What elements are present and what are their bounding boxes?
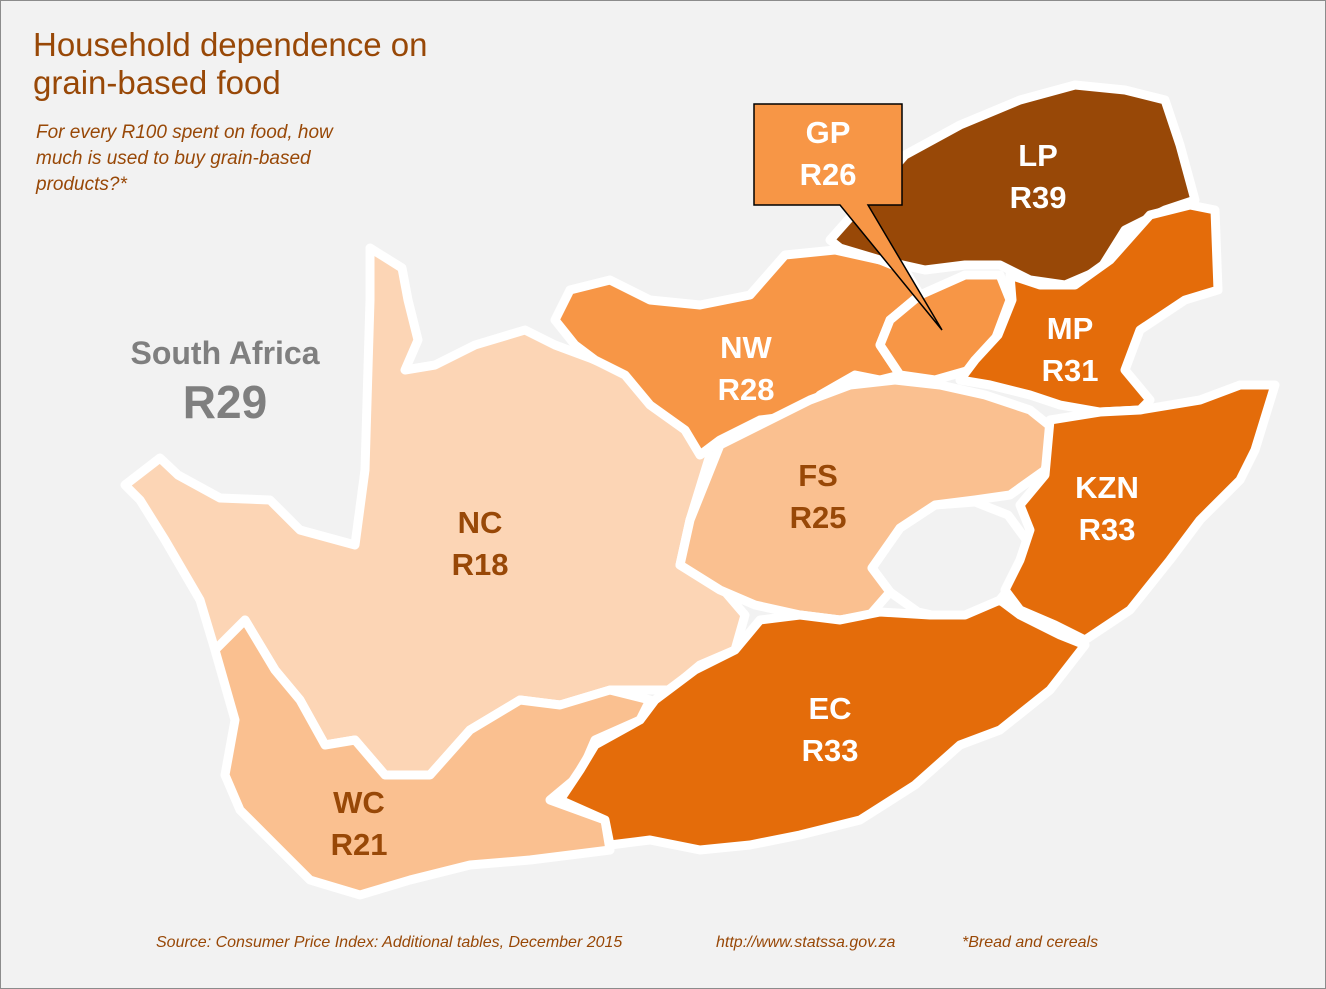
source-note: Source: Consumer Price Index: Additional… bbox=[156, 934, 623, 951]
footnote: *Bread and cereals bbox=[962, 934, 1099, 951]
province-value: R26 bbox=[799, 157, 857, 192]
map-title: Household dependence on grain-based food bbox=[33, 26, 428, 101]
province-code: FS bbox=[798, 458, 838, 493]
province-code: NC bbox=[457, 505, 503, 540]
province-code: WC bbox=[333, 785, 385, 820]
label-nc: NC R18 bbox=[430, 502, 530, 586]
label-fs: FS R25 bbox=[768, 455, 868, 539]
footer: Source: Consumer Price Index: Additional… bbox=[0, 934, 1326, 958]
province-code: NW bbox=[720, 330, 772, 365]
province-value: R25 bbox=[789, 500, 847, 535]
national-value: R29 bbox=[182, 376, 268, 428]
province-value: R21 bbox=[330, 827, 388, 862]
province-code: LP bbox=[1018, 138, 1058, 173]
province-code: GP bbox=[805, 115, 851, 150]
region-mp bbox=[955, 200, 1223, 417]
province-value: R39 bbox=[1009, 180, 1067, 215]
region-fs bbox=[675, 375, 1060, 625]
label-nw: NW R28 bbox=[696, 327, 796, 411]
province-value: R18 bbox=[451, 547, 509, 582]
label-kzn: KZN R33 bbox=[1057, 467, 1157, 551]
map-subtitle: For every R100 spent on food, how much i… bbox=[36, 122, 333, 195]
province-value: R33 bbox=[801, 733, 859, 768]
gp-callout-box bbox=[753, 103, 943, 331]
label-ec: EC R33 bbox=[780, 688, 880, 772]
label-mp: MP R31 bbox=[1020, 308, 1120, 392]
province-code: MP bbox=[1046, 311, 1094, 346]
region-ec bbox=[555, 595, 1090, 855]
province-code: EC bbox=[808, 691, 852, 726]
national-average: South Africa R29 bbox=[80, 332, 370, 430]
province-value: R33 bbox=[1078, 512, 1136, 547]
region-kzn bbox=[1000, 380, 1280, 645]
national-name: South Africa bbox=[130, 335, 320, 371]
province-value: R28 bbox=[717, 372, 775, 407]
label-wc: WC R21 bbox=[309, 782, 409, 866]
source-url[interactable]: http://www.statssa.gov.za bbox=[716, 934, 896, 951]
province-code: KZN bbox=[1075, 470, 1139, 505]
province-value: R31 bbox=[1041, 353, 1099, 388]
label-lp: LP R39 bbox=[988, 135, 1088, 219]
label-gp: GP R26 bbox=[778, 112, 878, 196]
